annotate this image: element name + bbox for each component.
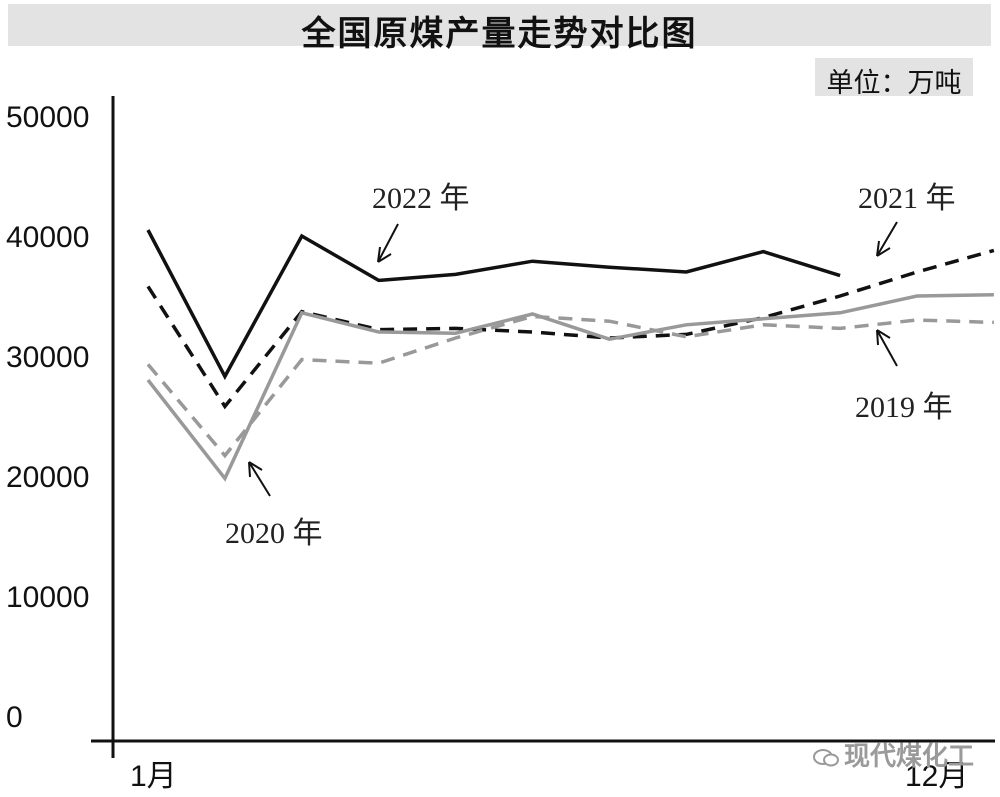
series-line-2022 — [146, 229, 841, 381]
series-line-2020 — [146, 293, 994, 482]
x-tick-label-start: 1月 — [130, 760, 177, 793]
series-label-2022: 2022 年 — [372, 182, 470, 215]
arrow-2022 — [377, 223, 399, 263]
y-tick-label: 50000 — [6, 101, 89, 134]
arrow-2020 — [248, 461, 271, 497]
y-tick-label: 40000 — [6, 221, 89, 254]
arrow-2021 — [876, 221, 898, 257]
x-tick-label-end: 12月 — [905, 760, 968, 793]
series-label-2020: 2020 年 — [225, 517, 323, 550]
y-tick-label: 10000 — [6, 581, 89, 614]
unit-box: 单位：万吨 — [815, 58, 973, 99]
watermark-text: 现代煤化工 — [844, 742, 975, 772]
series-label-2019: 2019 年 — [855, 391, 953, 424]
wechat-icon — [813, 748, 839, 766]
watermark: 现代煤化工 — [812, 736, 974, 773]
y-tick-label: 0 — [6, 701, 23, 734]
unit-label: 单位：万吨 — [826, 68, 962, 99]
series-label-2021: 2021 年 — [858, 182, 956, 215]
label-arrows — [248, 221, 898, 497]
series-line-2019 — [146, 314, 994, 459]
series-line-2021 — [146, 248, 995, 410]
chart-title: 全国原煤产量走势对比图 — [301, 14, 698, 54]
arrow-2019 — [876, 329, 898, 367]
title-bar: 全国原煤产量走势对比图 — [8, 4, 991, 54]
y-tick-label: 20000 — [6, 461, 89, 494]
y-tick-label: 30000 — [6, 341, 89, 374]
